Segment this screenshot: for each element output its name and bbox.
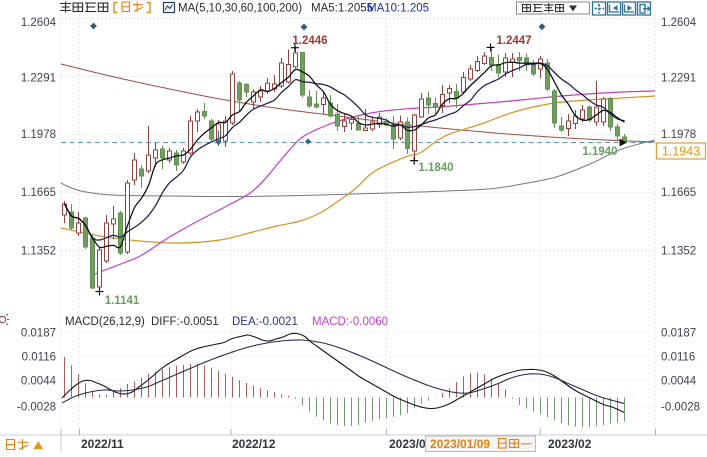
svg-text:0.0116: 0.0116	[22, 352, 56, 364]
svg-text:2022/11: 2022/11	[81, 437, 124, 451]
svg-text:1.1352: 1.1352	[21, 246, 56, 258]
svg-text:2023/01/09: 2023/01/09	[430, 437, 490, 451]
svg-text:DEA:-0.0021: DEA:-0.0021	[232, 316, 298, 328]
svg-text:0.0187: 0.0187	[21, 328, 56, 340]
svg-text:2023/0: 2023/0	[389, 437, 426, 451]
svg-text:1.2447: 1.2447	[496, 35, 531, 47]
svg-text:MA5:1.2055: MA5:1.2055	[311, 3, 373, 15]
svg-text:1.1940: 1.1940	[582, 146, 617, 158]
svg-text:0.0187: 0.0187	[661, 328, 696, 340]
svg-text:1.2446: 1.2446	[292, 35, 327, 47]
svg-text:1.2604: 1.2604	[661, 17, 697, 29]
svg-text:1.1665: 1.1665	[21, 187, 56, 199]
svg-text:1.2604: 1.2604	[21, 17, 57, 29]
svg-text:1.1840: 1.1840	[418, 162, 453, 174]
svg-text:2022/12: 2022/12	[232, 437, 276, 451]
svg-text:MACD(26,12,9): MACD(26,12,9)	[65, 316, 145, 328]
svg-text:1.1943: 1.1943	[662, 145, 700, 159]
svg-text:1.1978: 1.1978	[661, 129, 696, 141]
svg-text:MA10:1.205: MA10:1.205	[367, 3, 429, 15]
svg-text:2023/02: 2023/02	[548, 437, 592, 451]
svg-text:-0.0028: -0.0028	[17, 402, 56, 414]
svg-text:0.0044: 0.0044	[21, 376, 57, 388]
svg-text:1.1665: 1.1665	[661, 187, 696, 199]
svg-text:1.2291: 1.2291	[661, 73, 696, 85]
svg-text:1.2291: 1.2291	[21, 73, 56, 85]
svg-text:1.1352: 1.1352	[661, 246, 696, 258]
svg-text:1.1141: 1.1141	[105, 295, 140, 307]
svg-text:-0.0028: -0.0028	[661, 402, 700, 414]
svg-text:0.0116: 0.0116	[661, 352, 695, 364]
svg-text:MACD:-0.0060: MACD:-0.0060	[312, 316, 388, 328]
svg-text:DIFF:-0.0051: DIFF:-0.0051	[151, 316, 219, 328]
svg-text:1.1978: 1.1978	[21, 129, 56, 141]
svg-text:MA(5,10,30,60,100,200): MA(5,10,30,60,100,200)	[178, 3, 302, 15]
svg-text:0.0044: 0.0044	[661, 376, 697, 388]
